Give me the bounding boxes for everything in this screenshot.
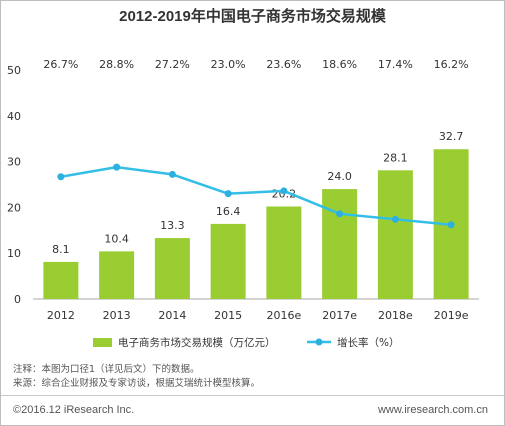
bar-value-label: 28.1 [383,151,408,164]
bar [377,170,413,299]
bars: 8.110.413.316.420.224.028.132.7 [43,130,469,299]
bar [43,261,79,299]
y-tick-label: 40 [7,110,21,123]
y-tick-label: 50 [7,64,21,77]
line-point [57,173,65,181]
line-point [113,163,121,171]
line-point [447,221,455,229]
line-value-label: 23.6% [266,58,301,71]
line-point [336,210,344,218]
bar [266,206,302,299]
source-line: 来源：综合企业财报及专家访谈，根据艾瑞统计模型核算。 [13,378,261,389]
line-point [280,187,288,195]
legend-line-label: 增长率（%） [337,336,399,349]
note-line: 注释：本图为口径1（详见后文）下的数据。 [13,364,200,375]
growth-line-path [60,165,452,227]
x-tick-label: 2012 [47,309,75,322]
bar [210,223,246,299]
bar-value-label: 13.3 [160,219,185,232]
notes: 注释：本图为口径1（详见后文）下的数据。 来源：综合企业财报及专家访谈，根据艾瑞… [13,363,493,391]
line-value-label: 16.2% [434,58,469,71]
bar-value-label: 8.1 [52,243,70,256]
legend: 电子商务市场交易规模（万亿元） 增长率（%） [93,336,399,349]
y-tick-label: 30 [7,156,21,169]
bar-value-label: 10.4 [104,232,129,245]
x-tick-label: 2018e [378,309,413,322]
legend-line-marker [315,338,323,346]
line-value-label: 26.7% [43,58,78,71]
x-tick-label: 2015 [214,309,242,322]
x-tick-label: 2017e [322,309,357,322]
x-tick-label: 2014 [158,309,186,322]
line-point [224,190,232,198]
y-tick-label: 10 [7,247,21,260]
x-tick-label: 2019e [434,309,469,322]
bar-value-label: 24.0 [327,170,352,183]
y-tick-label: 20 [7,201,21,214]
chart-title: 2012-2019年中国电子商务市场交易规模 [119,8,386,25]
line-point [391,215,399,223]
bar [154,238,190,299]
footer-divider [1,395,504,396]
y-tick-label: 0 [14,293,21,306]
line-value-label: 28.8% [99,58,134,71]
legend-bar-swatch [93,338,112,347]
bar [99,251,135,299]
line-value-label: 27.2% [155,58,190,71]
x-tick-label: 2016e [266,309,301,322]
line-value-label: 18.6% [322,58,357,71]
bar [322,189,358,299]
x-tick-label: 2013 [103,309,131,322]
copyright-text: ©2016.12 iResearch Inc. [13,404,135,416]
line-point [168,170,176,178]
chart-plot: 0 10 20 30 40 50 2012 2013 2014 2015 2016e 2017e 201… [7,58,479,349]
line-value-label: 23.0% [211,58,246,71]
bar-value-label: 16.4 [216,205,241,218]
legend-bar-label: 电子商务市场交易规模（万亿元） [118,336,276,349]
website-link[interactable]: www.iresearch.com.cn [377,404,488,416]
growth-line: 26.7% 28.8% 27.2% 23.0% 23.6% 18.6% 17.4% 16.2% [43,58,469,229]
bar-value-label: 32.7 [439,130,464,143]
line-value-label: 17.4% [378,58,413,71]
